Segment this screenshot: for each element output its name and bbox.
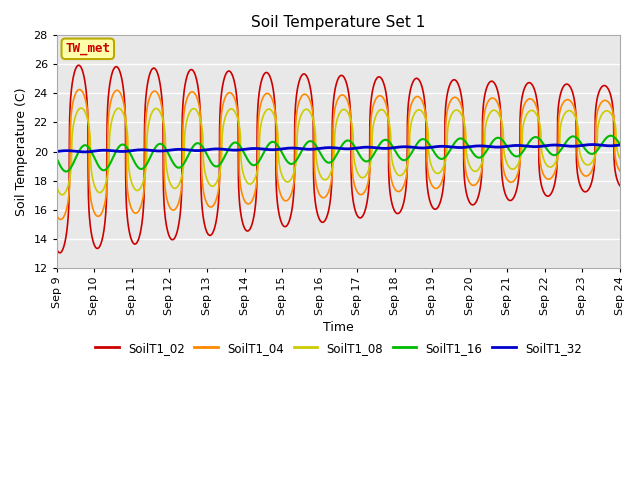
SoilT1_08 [355, 173, 363, 179]
SoilT1_08 [58, 192, 66, 198]
Text: TW_met: TW_met [65, 42, 110, 55]
SoilT1_16 [62, 168, 70, 174]
SoilT1_02 [582, 189, 590, 194]
SoilT1_02 [355, 215, 363, 221]
Line: SoilT1_04: SoilT1_04 [57, 90, 620, 219]
SoilT1_04 [53, 213, 61, 218]
SoilT1_08 [616, 156, 624, 161]
SoilT1_32 [367, 144, 375, 150]
SoilT1_32 [53, 149, 61, 155]
SoilT1_16 [616, 142, 624, 147]
SoilT1_08 [53, 184, 61, 190]
SoilT1_32 [81, 149, 88, 155]
SoilT1_32 [211, 146, 218, 152]
Y-axis label: Soil Temperature (C): Soil Temperature (C) [15, 87, 28, 216]
Legend: SoilT1_02, SoilT1_04, SoilT1_08, SoilT1_16, SoilT1_32: SoilT1_02, SoilT1_04, SoilT1_08, SoilT1_… [90, 337, 586, 360]
SoilT1_04 [57, 216, 65, 222]
SoilT1_32 [502, 144, 510, 149]
Line: SoilT1_08: SoilT1_08 [57, 108, 620, 195]
SoilT1_04 [367, 113, 375, 119]
Line: SoilT1_16: SoilT1_16 [57, 136, 620, 171]
Line: SoilT1_32: SoilT1_32 [57, 144, 620, 152]
SoilT1_32 [616, 142, 624, 148]
SoilT1_08 [502, 159, 510, 165]
SoilT1_16 [53, 156, 61, 162]
Line: SoilT1_02: SoilT1_02 [57, 65, 620, 253]
X-axis label: Time: Time [323, 321, 354, 334]
SoilT1_08 [211, 182, 218, 188]
SoilT1_04 [211, 201, 218, 207]
SoilT1_16 [607, 133, 614, 139]
SoilT1_16 [502, 143, 510, 148]
SoilT1_32 [355, 145, 363, 151]
SoilT1_04 [76, 87, 83, 93]
SoilT1_04 [616, 168, 624, 174]
SoilT1_08 [77, 105, 85, 111]
SoilT1_08 [367, 154, 375, 160]
SoilT1_16 [211, 163, 218, 168]
SoilT1_02 [616, 183, 624, 189]
SoilT1_04 [567, 98, 575, 104]
SoilT1_16 [367, 156, 375, 161]
SoilT1_32 [589, 142, 596, 147]
SoilT1_04 [502, 176, 510, 181]
SoilT1_16 [582, 147, 590, 153]
SoilT1_08 [582, 162, 590, 168]
SoilT1_02 [53, 207, 61, 213]
SoilT1_32 [582, 142, 590, 148]
SoilT1_32 [566, 144, 574, 149]
SoilT1_02 [75, 62, 83, 68]
SoilT1_02 [567, 85, 575, 91]
Title: Soil Temperature Set 1: Soil Temperature Set 1 [252, 15, 426, 30]
SoilT1_04 [582, 173, 590, 179]
SoilT1_02 [211, 226, 218, 231]
SoilT1_16 [355, 151, 363, 157]
SoilT1_16 [566, 134, 574, 140]
SoilT1_08 [567, 108, 575, 114]
SoilT1_02 [502, 194, 510, 200]
SoilT1_04 [355, 191, 363, 197]
SoilT1_02 [56, 250, 63, 256]
SoilT1_02 [367, 95, 375, 101]
